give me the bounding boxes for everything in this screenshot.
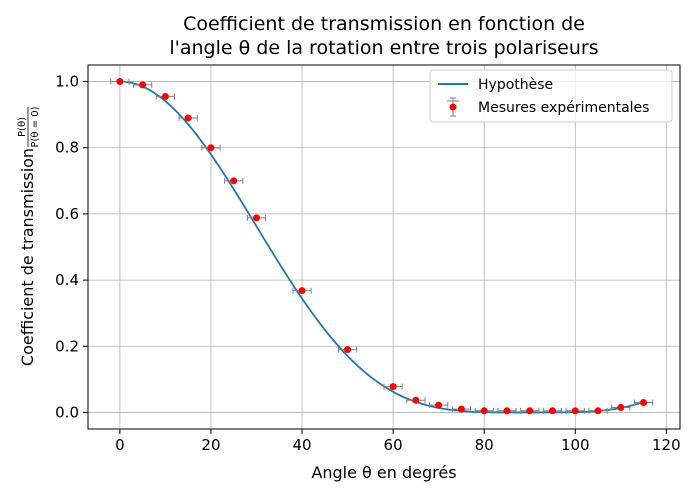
- data-point: [230, 177, 238, 185]
- y-tick-label: 0.6: [55, 205, 79, 223]
- data-point: [594, 407, 602, 415]
- x-tick-label: 60: [384, 436, 403, 454]
- x-tick-label: 40: [292, 436, 311, 454]
- y-axis-label-fraction-denominator: P(θ = 0): [30, 106, 41, 147]
- data-point: [389, 383, 397, 391]
- grid: [88, 65, 680, 429]
- legend-marker-swatch: [449, 103, 457, 111]
- y-tick-label: 0.4: [55, 271, 79, 289]
- data-point: [161, 92, 169, 100]
- data-point: [435, 401, 443, 409]
- chart-title-line-1: Coefficient de transmission en fonction …: [183, 13, 585, 35]
- x-axis: 0 20 40 60 80 100 120: [115, 429, 681, 454]
- x-tick-label: 120: [652, 436, 681, 454]
- data-point: [184, 114, 192, 122]
- data-point: [412, 396, 420, 404]
- data-point: [298, 287, 306, 295]
- data-point: [207, 144, 215, 152]
- y-axis-label-group: Coefficient de transmission P(θ) P(θ = 0…: [17, 106, 41, 366]
- data-point: [617, 403, 625, 411]
- y-tick-label: 0.2: [55, 337, 79, 355]
- data-point: [526, 407, 534, 415]
- data-point: [571, 407, 579, 415]
- data-point: [640, 399, 648, 407]
- data-point: [116, 78, 124, 86]
- data-point: [344, 346, 352, 354]
- legend-label-hypothese: Hypothèse: [478, 77, 553, 93]
- x-axis-label: Angle θ en degrés: [311, 463, 456, 482]
- y-tick-label: 0.0: [55, 403, 79, 421]
- x-tick-label: 20: [201, 436, 220, 454]
- y-axis-label: Coefficient de transmission: [18, 148, 37, 366]
- y-tick-label: 1.0: [55, 73, 79, 91]
- y-tick-label: 0.8: [55, 139, 79, 157]
- y-axis: 0.0 0.2 0.4 0.6 0.8 1.0: [55, 73, 88, 421]
- x-tick-label: 0: [115, 436, 125, 454]
- legend-label-mesures: Mesures expérimentales: [478, 100, 649, 116]
- data-point: [457, 405, 465, 413]
- hypothesis-line: [119, 80, 644, 414]
- legend: Hypothèse Mesures expérimentales: [429, 69, 673, 123]
- data-point: [548, 407, 556, 415]
- data-point: [252, 214, 260, 222]
- plot-frame: [87, 64, 681, 430]
- x-tick-label: 100: [561, 436, 590, 454]
- data-point: [139, 81, 147, 89]
- chart-title-line-2: l'angle θ de la rotation entre trois pol…: [169, 37, 598, 59]
- x-tick-label: 80: [475, 436, 494, 454]
- data-point: [480, 407, 488, 415]
- plot-area: [110, 78, 654, 415]
- data-point: [503, 407, 511, 415]
- y-axis-label-fraction-numerator: P(θ): [17, 117, 28, 137]
- legend-box: [429, 69, 673, 123]
